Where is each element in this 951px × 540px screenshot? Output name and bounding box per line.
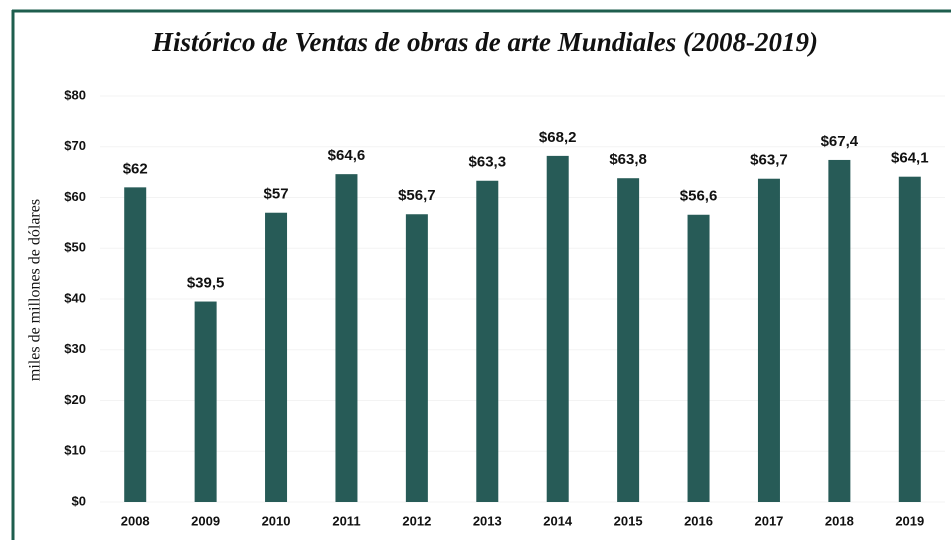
x-tick-label: 2009 [191,513,220,528]
data-label: $67,4 [821,133,859,150]
x-tick-label: 2008 [121,513,150,528]
x-tick-label: 2016 [684,513,713,528]
data-label: $56,6 [680,188,718,205]
x-tick-label: 2014 [543,513,573,528]
bar [124,187,147,502]
y-tick-label: $0 [72,493,86,508]
x-tick-label: 2011 [332,513,360,528]
data-label: $63,3 [469,154,507,171]
bar [617,178,640,502]
chart-title: Histórico de Ventas de obras de arte Mun… [151,27,818,57]
data-label: $39,5 [187,275,225,292]
bar [476,180,499,502]
y-axis-label: miles de millones de dólares [27,199,44,381]
bar [194,301,217,502]
x-tick-label: 2015 [614,513,643,528]
y-tick-label: $50 [64,240,86,255]
bar [898,176,921,502]
x-tick-label: 2012 [402,513,431,528]
bar [828,159,851,502]
x-tick-label: 2018 [825,513,854,528]
x-tick-label: 2017 [754,513,783,528]
data-label: $57 [264,186,289,203]
bar [757,178,780,502]
data-label: $64,1 [891,150,929,167]
y-tick-label: $30 [64,341,86,356]
bar [265,212,288,502]
x-tick-label: 2010 [262,513,291,528]
data-label: $63,8 [609,151,647,168]
bar [405,214,428,502]
x-tick-label: 2013 [473,513,502,528]
y-tick-label: $60 [64,189,86,204]
data-label: $63,7 [750,152,788,169]
data-label: $62 [123,160,148,177]
y-tick-label: $80 [64,87,86,102]
bar [335,174,358,502]
data-label: $68,2 [539,129,577,146]
y-tick-label: $40 [64,290,86,305]
data-label: $64,6 [328,147,366,164]
bar [546,155,569,502]
x-tick-label: 2019 [895,513,924,528]
data-label: $56,7 [398,187,436,204]
bar [687,214,710,502]
y-tick-label: $20 [64,392,86,407]
y-tick-label: $70 [64,138,86,153]
y-tick-label: $10 [64,443,86,458]
